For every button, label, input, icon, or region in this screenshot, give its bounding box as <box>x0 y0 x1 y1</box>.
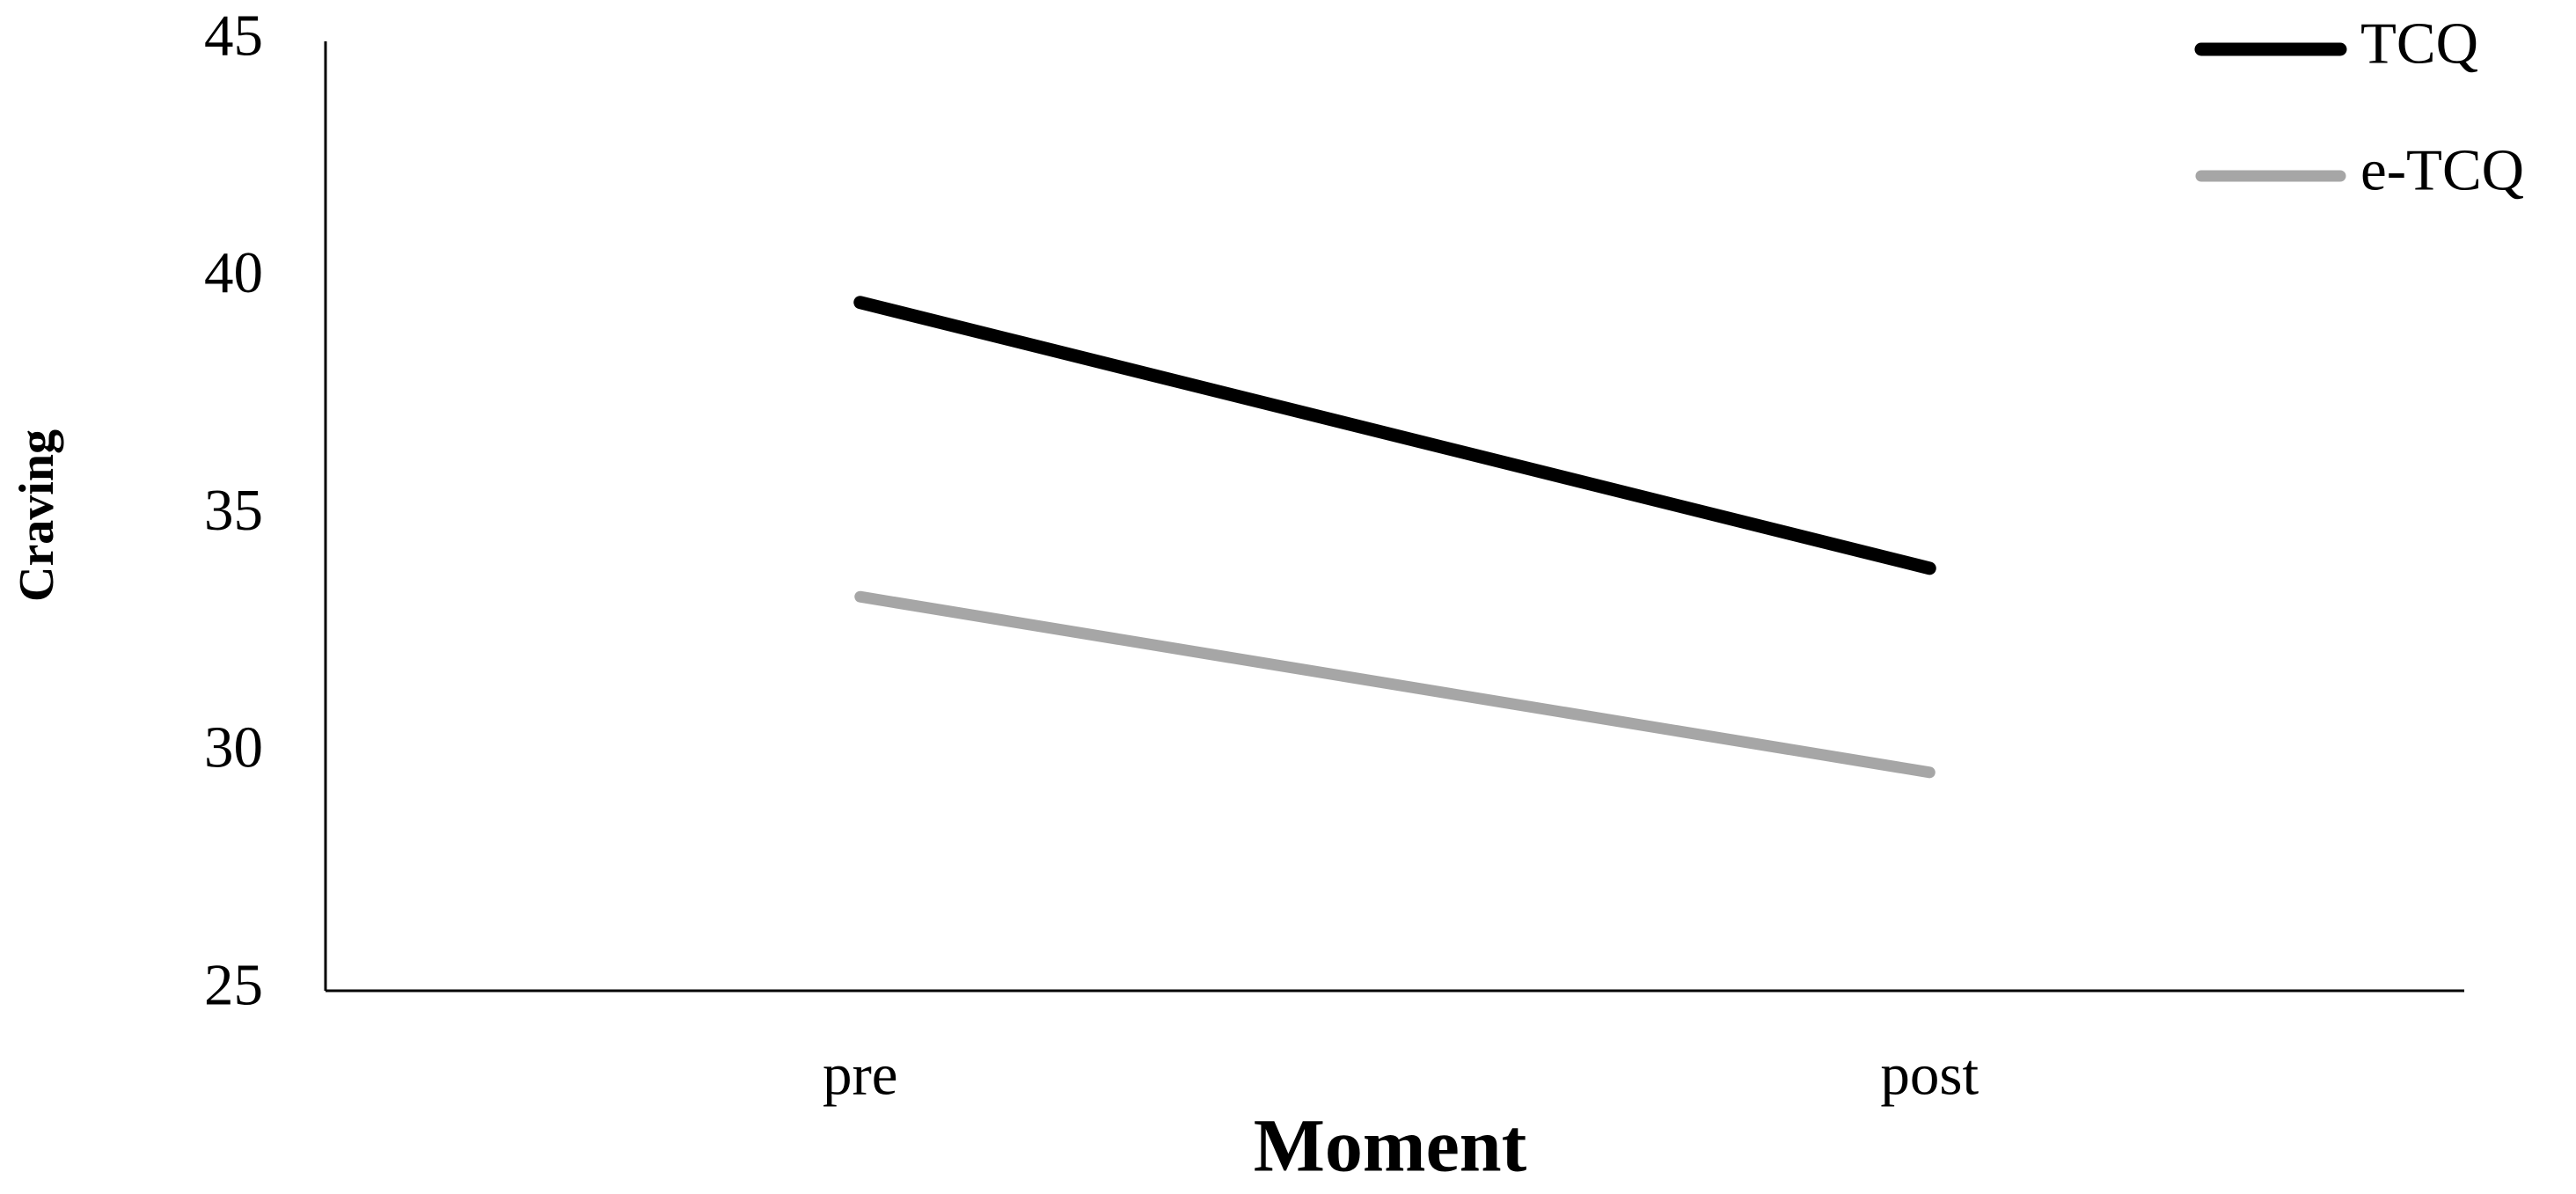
x-tick-label: post <box>1880 1042 1979 1107</box>
series-line <box>854 590 1936 779</box>
x-axis-label: Moment <box>1254 1103 1527 1188</box>
x-tick-label: pre <box>823 1042 898 1107</box>
legend-label: e-TCQ <box>2360 137 2524 202</box>
y-tick-label: 30 <box>204 715 263 780</box>
legend-label: TCQ <box>2360 11 2478 76</box>
series-line <box>853 296 1936 575</box>
y-tick-label: 35 <box>204 478 263 543</box>
y-tick-label: 45 <box>204 3 263 68</box>
y-axis-label: Craving <box>10 429 64 602</box>
y-tick-label: 25 <box>204 952 263 1017</box>
y-tick-label: 40 <box>204 240 263 305</box>
